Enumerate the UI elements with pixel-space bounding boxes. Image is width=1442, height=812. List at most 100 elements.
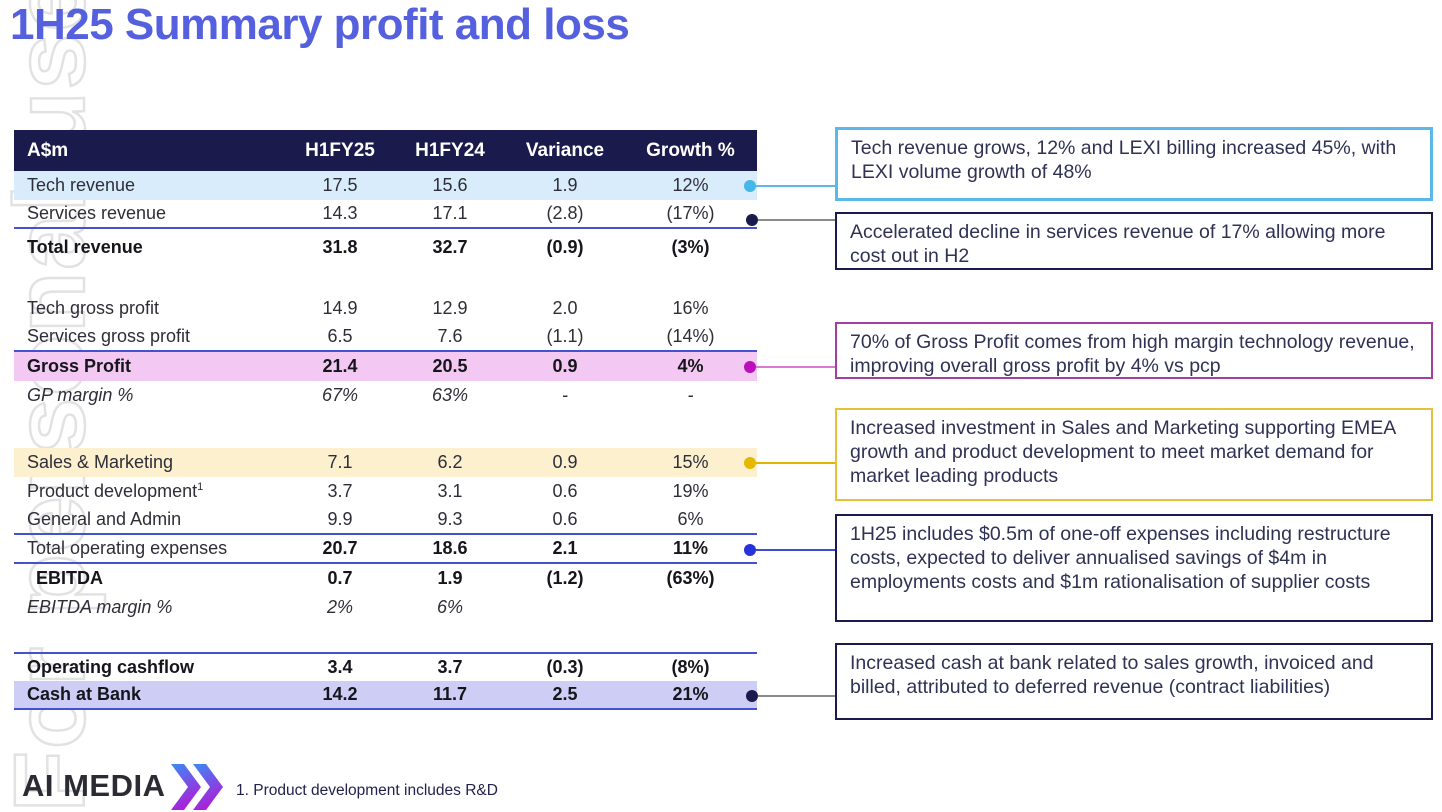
cell-value: 7.6 [437,326,463,346]
cell-value: (8%) [671,657,710,677]
cell-value: (1.2) [546,568,584,588]
table-row-total-operating-expenses: Total operating expenses 20.7 18.6 2.1 1… [14,535,757,564]
cell-value: (0.9) [546,236,584,257]
callout-gross-profit: 70% of Gross Profit comes from high marg… [835,322,1433,379]
cell-value: 1.9 [552,175,578,195]
row-label: Cash at Bank [27,684,142,704]
row-label: GP margin % [27,385,134,405]
connector-line-sales-marketing [756,462,835,464]
cell-value: 20.5 [432,356,468,376]
cell-value: 17.5 [322,175,358,195]
callout-text: 70% of Gross Profit comes from high marg… [850,331,1415,377]
row-label: Gross Profit [27,356,132,376]
cell-value: 3.4 [327,657,353,677]
cell-value: 3.7 [437,657,463,677]
callout-services-revenue: Accelerated decline in services revenue … [835,212,1433,270]
connector-line-tech-revenue [756,185,835,187]
cell-value: 2% [326,597,353,617]
row-label: Services gross profit [27,326,191,346]
col-header-growth: Growth % [646,139,735,161]
connector-dot-cash-at-bank [746,690,758,702]
connector-dot-services-revenue [746,214,758,226]
cell-value: 63% [431,385,469,405]
table-row-operating-cashflow: Operating cashflow 3.4 3.7 (0.3) (8%) [14,652,757,681]
callout-text: Tech revenue grows, 12% and LEXI billing… [851,137,1397,183]
callout-cash-at-bank: Increased cash at bank related to sales … [835,643,1433,720]
cell-value: 0.6 [552,509,578,529]
cell-value: 14.3 [322,203,358,223]
row-label-text: Product development [27,481,198,501]
cell-value: 12.9 [432,298,468,318]
table-row-services-gross-profit: Services gross profit 6.5 7.6 (1.1) (14%… [14,323,757,352]
callout-text: Increased cash at bank related to sales … [850,652,1374,698]
table-row-sales-marketing: Sales & Marketing 7.1 6.2 0.9 15% [14,448,757,477]
callout-sales-marketing: Increased investment in Sales and Market… [835,408,1433,501]
table-row-product-development: Product development1 3.7 3.1 0.6 19% [14,477,757,506]
cell-value: 3.1 [437,481,463,501]
connector-line-services-revenue [758,219,835,221]
connector-dot-tech-revenue [744,180,756,192]
table-row-tech-revenue: Tech revenue 17.5 15.6 1.9 12% [14,171,757,200]
table-row-gross-profit: Gross Profit 21.4 20.5 0.9 4% [14,352,757,381]
cell-value: (2.8) [546,203,584,223]
cell-value: 7.1 [327,452,353,472]
cell-value: - [687,385,694,405]
connector-dot-sales-marketing [744,457,756,469]
cell-value: 4% [677,356,704,376]
cell-value: 0.7 [327,568,353,588]
row-label: EBITDA margin % [27,597,173,617]
row-label: Total revenue [27,236,143,257]
connector-line-total-opex [756,549,835,551]
row-label: Services revenue [27,203,167,223]
cell-value: 15% [672,452,709,472]
cell-value: 31.8 [322,236,358,257]
row-label: Total operating expenses [27,538,228,558]
table-spacer [14,622,757,652]
callout-text: 1H25 includes $0.5m of one-off expenses … [850,523,1391,593]
table-row-gp-margin: GP margin % 67% 63% - - [14,381,757,410]
cell-value: 9.3 [437,509,463,529]
cell-value: 6% [677,509,704,529]
cell-value: 14.9 [322,298,358,318]
cell-value: 0.9 [552,356,578,376]
col-header-h1fy24: H1FY24 [415,139,485,161]
connector-line-gross-profit [756,366,835,368]
col-header-asm: A$m [27,139,69,161]
row-label: General and Admin [27,509,182,529]
cell-value: 0.6 [552,481,578,501]
connector-line-cash-at-bank [758,695,835,697]
cell-value: (14%) [666,326,715,346]
row-label: Product development1 [14,481,286,502]
cell-value: 2.1 [552,538,578,558]
cell-value: (0.3) [546,657,584,677]
pl-table: A$m H1FY25 H1FY24 Variance Growth % Tech… [14,130,757,710]
table-row-total-revenue: Total revenue 31.8 32.7 (0.9) (3%) [14,229,757,265]
cell-value: 67% [321,385,359,405]
row-label: Tech revenue [27,175,136,195]
cell-value: 17.1 [432,203,468,223]
row-label: Sales & Marketing [27,452,174,472]
ai-media-chevrons-icon [170,764,224,812]
table-spacer [14,410,757,448]
cell-value: 2.0 [552,298,578,318]
cell-value: 21.4 [322,356,358,376]
cell-value: 0.9 [552,452,578,472]
cell-value: (3%) [671,236,710,257]
cell-value: 12% [672,175,709,195]
table-row-services-revenue: Services revenue 14.3 17.1 (2.8) (17%) [14,200,757,229]
cell-value: 15.6 [432,175,468,195]
table-header-row: A$m H1FY25 H1FY24 Variance Growth % [14,130,757,171]
table-row-ebitda: EBITDA 0.7 1.9 (1.2) (63%) [14,564,757,593]
cell-value: 6.2 [437,452,463,472]
cell-value: 11% [672,538,709,558]
cell-value: (17%) [666,203,715,223]
cell-value: (63%) [666,568,715,588]
cell-value: 11.7 [432,684,468,704]
cell-value: 20.7 [322,538,358,558]
cell-value: 1.9 [437,568,463,588]
col-header-variance: Variance [525,139,605,161]
cell-value: 21% [672,684,709,704]
cell-value: - [562,385,568,405]
connector-dot-total-opex [744,544,756,556]
footnote: 1. Product development includes R&D [236,782,498,799]
